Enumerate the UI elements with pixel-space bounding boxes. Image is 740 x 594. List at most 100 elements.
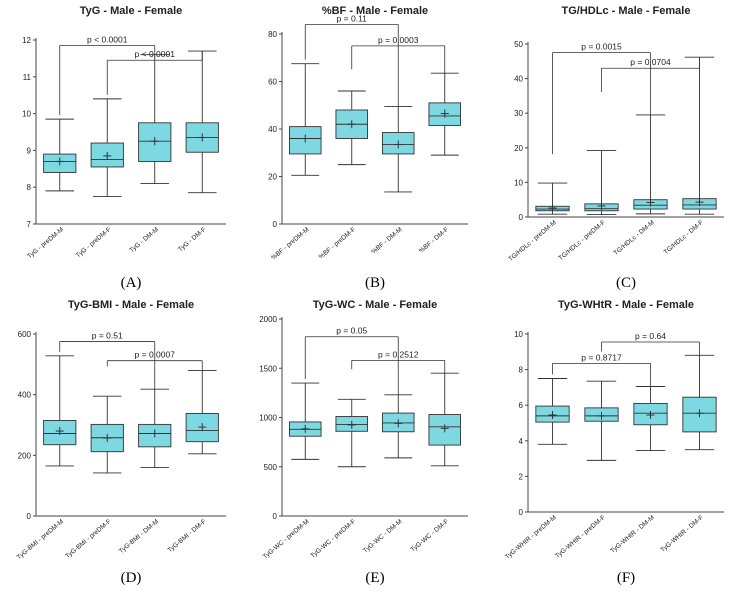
comparison-bracket: p < 0.0001 xyxy=(106,49,203,95)
box-2 xyxy=(584,150,619,216)
y-tick-label: 0 xyxy=(273,512,278,521)
box-4 xyxy=(185,50,219,194)
category-label: TyG-BMI - preDM-M xyxy=(16,518,65,561)
box-4 xyxy=(682,354,717,451)
y-tick-label: 0 xyxy=(519,508,524,517)
comparison-bracket: p = 0.0015 xyxy=(552,42,651,155)
comparison-bracket: p = 0.0003 xyxy=(351,35,446,74)
box-4 xyxy=(185,369,219,455)
panel-letter: (D) xyxy=(121,570,142,586)
y-tick-label: 10 xyxy=(22,110,31,119)
chart-title: TyG-WC - Male - Female xyxy=(313,299,437,311)
y-tick-label: 200 xyxy=(18,451,32,460)
panel-letter: (F) xyxy=(617,570,635,586)
box-3 xyxy=(633,114,668,215)
comparison-bracket: p = 0.0704 xyxy=(601,57,700,92)
y-tick-label: 1000 xyxy=(259,414,277,423)
p-value-label: p = 0.0704 xyxy=(630,57,671,67)
panel--bf: %BF - Male - Female 0 20 40 60 80 %BF - preDM-… xyxy=(268,5,468,291)
box-2 xyxy=(584,380,619,461)
panel-tyg-bmi: TyG-BMI - Male - Female 0 200 400 600 TyG-BMI… xyxy=(16,299,226,586)
comparison-bracket: p = 0.11 xyxy=(304,14,399,107)
box-2 xyxy=(90,395,124,474)
category-label: TyG - DM-F xyxy=(177,226,208,253)
panel-tg-hdlc: TG/HDLc - Male - Female 0 10 20 30 40 50 TG/HDL… xyxy=(507,5,724,291)
category-label: TyG-WHtR - preDM-F xyxy=(554,514,607,560)
y-tick-label: 6 xyxy=(519,401,524,410)
comparison-bracket: p = 0.2512 xyxy=(351,349,446,374)
category-label: TyG - preDM-M xyxy=(26,226,65,260)
comparison-bracket: p = 0.51 xyxy=(59,331,156,390)
y-tick-label: 30 xyxy=(514,109,523,118)
chart-title: TyG-BMI - Male - Female xyxy=(68,299,194,311)
y-tick-label: 9 xyxy=(27,146,32,155)
panel-tyg: TyG - Male - Female 7 8 9 10 11 12 TyG - preDM-… xyxy=(22,5,226,291)
panel-letter: (A) xyxy=(121,275,142,291)
box-3 xyxy=(381,394,415,459)
box-3 xyxy=(633,386,668,452)
chart-title: %BF - Male - Female xyxy=(322,5,428,17)
p-value-label: p < 0.0001 xyxy=(87,35,128,45)
y-tick-label: 1500 xyxy=(259,364,277,373)
category-label: %BF - preDM-M xyxy=(270,226,310,262)
category-label: TyG - DM-M xyxy=(128,226,160,254)
category-label: %BF - DM-M xyxy=(370,226,403,256)
y-tick-label: 10 xyxy=(514,330,523,339)
box-2 xyxy=(90,98,124,197)
box-3 xyxy=(138,388,172,468)
category-label: TyG-WC - DM-F xyxy=(410,518,450,554)
comparison-bracket: p = 0.64 xyxy=(601,331,700,356)
panel-tyg-wc: TyG-WC - Male - Female 0 500 1000 1500 2000 Ty… xyxy=(259,299,468,586)
panel-letter: (E) xyxy=(365,570,384,586)
box-1 xyxy=(535,182,570,215)
y-tick-label: 400 xyxy=(18,391,32,400)
box-3 xyxy=(138,54,172,184)
y-tick-label: 60 xyxy=(268,78,277,87)
p-value-label: p < 0.0001 xyxy=(135,49,176,59)
y-tick-label: 7 xyxy=(27,220,32,229)
category-label: TyG-WC - preDM-M xyxy=(262,518,311,561)
comparison-bracket: p = 0.8717 xyxy=(552,352,651,387)
y-tick-label: 12 xyxy=(22,36,31,45)
y-tick-label: 10 xyxy=(514,178,523,187)
box-1 xyxy=(288,63,322,176)
panel-letter: (C) xyxy=(616,275,636,291)
box-1 xyxy=(535,378,570,445)
p-value-label: p = 0.11 xyxy=(337,14,368,24)
y-tick-label: 600 xyxy=(18,330,32,339)
y-tick-label: 50 xyxy=(514,40,523,49)
panel-letter: (B) xyxy=(365,275,385,291)
chart-title: TG/HDLc - Male - Female xyxy=(562,5,691,17)
category-label: %BF - DM-F xyxy=(418,226,450,255)
box-4 xyxy=(682,56,717,215)
comparison-bracket: p = 0.0007 xyxy=(106,350,203,371)
box-2 xyxy=(335,398,369,468)
panel-tyg-whtr: TyG-WHtR - Male - Female 0 2 4 6 8 10 TyG-WHtR … xyxy=(504,299,724,586)
category-label: TyG - preDM-F xyxy=(75,226,113,259)
y-tick-label: 0 xyxy=(273,220,278,229)
y-tick-label: 8 xyxy=(519,366,524,375)
category-label: TyG-WC - DM-M xyxy=(362,518,404,554)
p-value-label: p = 0.2512 xyxy=(378,349,419,359)
category-label: TyG-WHtR - DM-F xyxy=(659,514,704,554)
y-tick-label: 20 xyxy=(268,173,277,182)
y-tick-label: 40 xyxy=(514,75,523,84)
p-value-label: p = 0.0003 xyxy=(378,35,419,45)
box-2 xyxy=(335,90,369,166)
category-label: TG/HDLc - preDM-F xyxy=(557,219,606,262)
category-label: TyG-BMI - preDM-F xyxy=(64,518,112,560)
category-label: TyG-BMI - DM-M xyxy=(118,518,160,555)
box-3 xyxy=(381,105,415,193)
p-value-label: p = 0.05 xyxy=(336,326,367,336)
y-tick-label: 11 xyxy=(23,73,32,82)
category-label: TG/HDLc - preDM-M xyxy=(507,219,557,263)
box-1 xyxy=(43,118,77,192)
p-value-label: p = 0.0007 xyxy=(135,350,176,360)
p-value-label: p = 0.51 xyxy=(92,331,123,341)
comparison-bracket: p = 0.05 xyxy=(304,326,399,395)
y-tick-label: 2000 xyxy=(259,315,277,324)
box-4 xyxy=(428,72,462,156)
p-value-label: p = 0.8717 xyxy=(581,352,622,362)
box-1 xyxy=(43,355,77,467)
box-1 xyxy=(288,382,322,460)
